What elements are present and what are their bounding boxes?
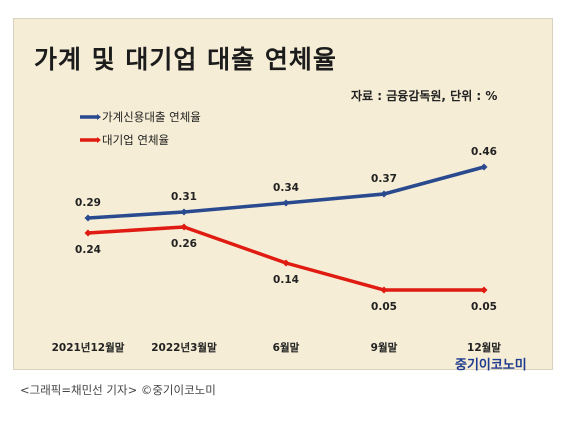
legend-label-2: 대기업 연체율 — [102, 133, 169, 147]
value-label-s2-4: 0.05 — [371, 301, 397, 313]
data-point-s1-4 — [380, 190, 388, 198]
category-label-3: 6월말 — [273, 341, 300, 354]
category-label-1: 2021년12월말 — [52, 341, 125, 354]
value-label-s2-5: 0.05 — [471, 301, 497, 313]
legend-marker-1 — [97, 114, 101, 120]
value-label-s2-2: 0.26 — [171, 238, 197, 250]
data-point-s1-3 — [282, 199, 290, 207]
data-point-s1-2 — [180, 208, 188, 216]
data-point-s2-1 — [84, 229, 92, 237]
image-caption: <그래픽=채민선 기자> ©중기이코노미 — [20, 383, 216, 397]
data-point-s2-5 — [480, 286, 488, 294]
data-point-s2-3 — [282, 259, 290, 267]
legend-label-1: 가계신용대출 연체율 — [102, 110, 201, 124]
value-label-s1-1: 0.29 — [75, 197, 101, 209]
category-label-5: 12월말 — [467, 341, 501, 354]
chart-panel — [13, 18, 553, 370]
value-label-s2-1: 0.24 — [75, 244, 101, 256]
category-label-4: 9월말 — [371, 341, 398, 354]
value-label-s2-3: 0.14 — [273, 274, 299, 286]
source-note: 자료 : 금융감독원, 단위 : % — [351, 89, 498, 103]
value-label-s1-4: 0.37 — [371, 173, 397, 185]
legend-marker-2 — [97, 137, 101, 143]
category-label-2: 2022년3월말 — [151, 341, 217, 354]
data-point-s1-1 — [84, 214, 92, 222]
brand-logo-text: 중기이코노미 — [455, 358, 527, 373]
chart-title: 가계 및 대기업 대출 연체율 — [34, 45, 337, 74]
series-lines — [84, 163, 488, 294]
value-labels: 0.29 0.31 0.34 0.37 0.46 0.24 0.26 0.14 0.05 0.05 — [75, 146, 497, 313]
data-point-s2-2 — [180, 223, 188, 231]
data-point-s2-4 — [380, 286, 388, 294]
data-point-s1-5 — [480, 163, 488, 171]
value-label-s1-5: 0.46 — [471, 146, 497, 158]
value-label-s1-2: 0.31 — [171, 191, 197, 203]
value-label-s1-3: 0.34 — [273, 182, 299, 194]
category-axis: 2021년12월말 2022년3월말 6월말 9월말 12월말 — [52, 341, 502, 354]
